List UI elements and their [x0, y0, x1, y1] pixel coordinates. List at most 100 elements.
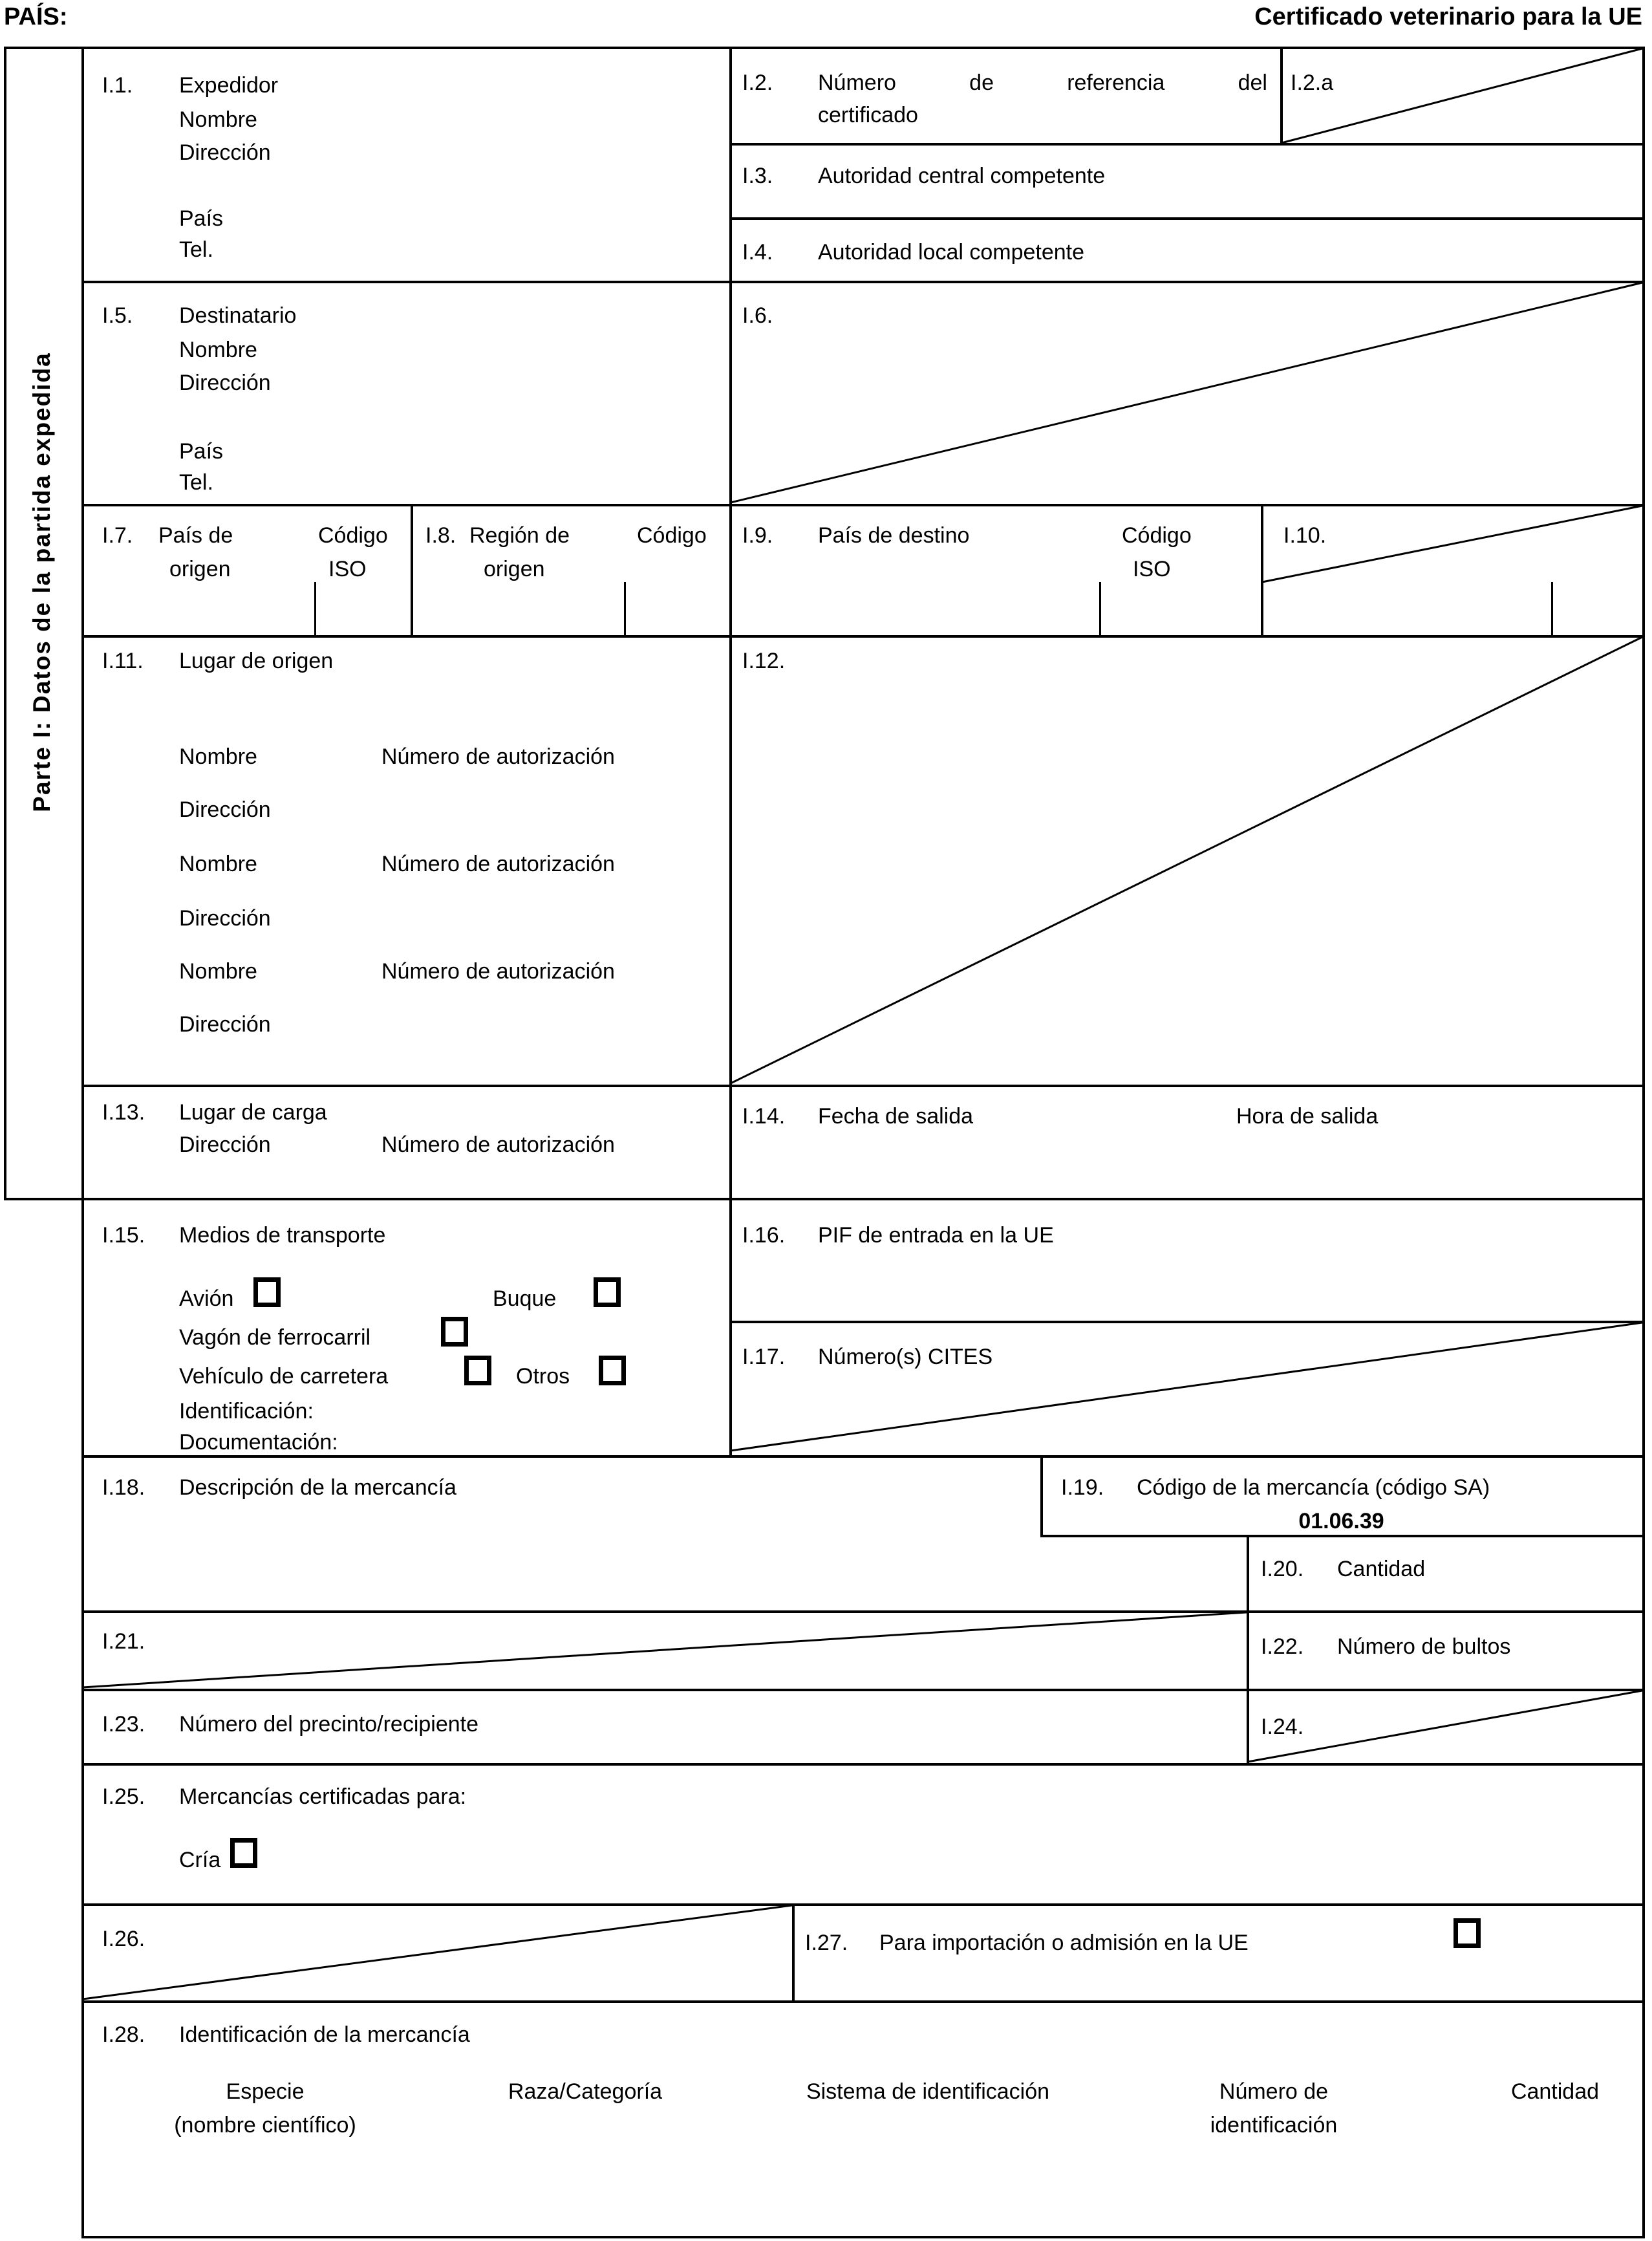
diagonal-i2a — [1281, 47, 1643, 144]
line-i2-bottom — [729, 143, 1645, 146]
line-i15-bottom — [81, 1455, 1645, 1458]
page-title: Certificado veterinario para la UE — [1254, 3, 1642, 30]
box-i5-title: Destinatario — [179, 303, 297, 328]
box-i27-number: I.27. — [805, 1931, 848, 1955]
i28-col-especie: Especie (nombre científico) — [162, 2075, 369, 2142]
box-i7-number: I.7. — [102, 523, 133, 548]
divider-i9-i10 — [1261, 504, 1263, 638]
box-i20-title: Cantidad — [1337, 1557, 1426, 1581]
i28-col-numero-line2: identificación — [1210, 2113, 1338, 2138]
i11-num-autorizacion-2: Número de autorización — [381, 852, 615, 876]
i28-col-especie-line1: Especie — [226, 2079, 305, 2104]
box-i9-number: I.9. — [742, 523, 773, 548]
box-i16-number: I.16. — [742, 1223, 786, 1248]
divider-i20-i22-i24 — [1247, 1535, 1249, 1766]
i28-col-raza: Raza/Categoría — [508, 2079, 663, 2104]
checkbox-vehiculo-carretera[interactable] — [464, 1356, 491, 1385]
i28-col-numero-identificacion: Número de identificación — [1174, 2075, 1374, 2142]
box-i25-number: I.25. — [102, 1784, 145, 1809]
line-i7-bottom — [81, 635, 1645, 638]
i11-nombre-3: Nombre — [179, 959, 257, 984]
box-i2-number: I.2. — [742, 70, 773, 95]
i8-label-codigo: Código — [637, 523, 707, 548]
box-i6-number: I.6. — [742, 303, 773, 328]
i1-label-tel: Tel. — [179, 237, 213, 262]
box-i2-title-line2: certificado — [818, 103, 918, 127]
i13-label-direccion: Dirección — [179, 1132, 271, 1157]
box-i28-number: I.28. — [102, 2022, 145, 2047]
line-i18-bottom — [81, 1610, 1645, 1613]
i9-label-codigo: Código — [1122, 523, 1192, 548]
i5-label-tel: Tel. — [179, 470, 213, 495]
line-i16-bottom — [729, 1321, 1645, 1323]
box-i19-number: I.19. — [1061, 1475, 1104, 1500]
i1-label-nombre: Nombre — [179, 107, 257, 132]
tick-i10 — [1551, 582, 1553, 635]
line-i5-bottom — [81, 504, 1645, 506]
line-i19-bottom — [1040, 1535, 1645, 1537]
box-i7-title: País de — [158, 523, 233, 548]
i11-direccion-3: Dirección — [179, 1012, 271, 1037]
i15-label-otros: Otros — [516, 1364, 570, 1389]
checkbox-buque[interactable] — [594, 1277, 621, 1307]
diagonal-i10 — [1261, 504, 1643, 583]
i7-label-codigo: Código — [318, 523, 388, 548]
i11-direccion-1: Dirección — [179, 797, 271, 822]
checkbox-otros[interactable] — [599, 1356, 626, 1385]
table-bottom-border — [81, 2236, 1645, 2238]
i28-col-cantidad: Cantidad — [1510, 2079, 1600, 2104]
box-i1-title: Expedidor — [179, 73, 279, 98]
box-i19-title: Código de la mercancía (código SA) — [1137, 1475, 1490, 1500]
country-label: PAÍS: — [4, 3, 68, 30]
i15-label-vehiculo: Vehículo de carretera — [179, 1364, 389, 1389]
box-i8-number: I.8. — [425, 523, 456, 548]
divider-i26-i27 — [792, 1903, 795, 2003]
line-i1-bottom — [81, 281, 1645, 283]
i14-hora-label: Hora de salida — [1236, 1104, 1378, 1129]
line-i26-bottom — [81, 2000, 1645, 2003]
i11-direccion-2: Dirección — [179, 906, 271, 931]
i5-label-nombre: Nombre — [179, 338, 257, 362]
i25-label-cria: Cría — [179, 1848, 221, 1872]
i15-label-vagon: Vagón de ferrocarril — [179, 1325, 371, 1350]
box-i14-number: I.14. — [742, 1104, 786, 1129]
i5-label-direccion: Dirección — [179, 371, 271, 395]
i7-label-iso: ISO — [328, 557, 367, 581]
line-i11-bottom — [81, 1085, 1645, 1087]
box-i23-number: I.23. — [102, 1712, 145, 1737]
diagonal-i24 — [1247, 1689, 1643, 1763]
box-i3-number: I.3. — [742, 164, 773, 188]
box-i18-number: I.18. — [102, 1475, 145, 1500]
box-i8-title: Región de — [469, 523, 570, 548]
i11-nombre-1: Nombre — [179, 744, 257, 769]
box-i10-number: I.10. — [1283, 523, 1327, 548]
tick-i8-codigo — [624, 582, 626, 635]
i28-col-especie-line2: (nombre científico) — [174, 2113, 356, 2138]
box-i21-number: I.21. — [102, 1629, 145, 1654]
i1-label-pais: País — [179, 206, 224, 231]
checkbox-avion[interactable] — [253, 1277, 281, 1307]
diagonal-i26 — [82, 1904, 793, 2000]
i15-label-documentacion: Documentación: — [179, 1430, 338, 1455]
diagonal-i17 — [730, 1321, 1643, 1452]
i11-nombre-2: Nombre — [179, 852, 257, 876]
line-i13-bottom — [4, 1198, 1645, 1200]
box-i1-number: I.1. — [102, 73, 133, 98]
i15-label-identificacion: Identificación: — [179, 1399, 314, 1424]
checkbox-cria[interactable] — [230, 1838, 257, 1868]
box-i2-title-line1: Número de referencia del — [818, 70, 1267, 95]
divider-i18-i19 — [1040, 1455, 1043, 1537]
checkbox-vagon-ferrocarril[interactable] — [441, 1317, 468, 1347]
box-i20-number: I.20. — [1261, 1557, 1304, 1581]
box-i11-title: Lugar de origen — [179, 649, 334, 673]
box-i4-title: Autoridad local competente — [818, 240, 1085, 265]
box-i13-number: I.13. — [102, 1100, 145, 1125]
i5-label-pais: País — [179, 439, 224, 464]
box-i5-number: I.5. — [102, 303, 133, 328]
tick-i7-codigo — [314, 582, 316, 635]
i19-commodity-code: 01.06.39 — [1298, 1509, 1384, 1533]
box-i22-number: I.22. — [1261, 1634, 1304, 1659]
box-i3-title: Autoridad central competente — [818, 164, 1106, 188]
diagonal-i12 — [730, 636, 1643, 1085]
checkbox-importacion-ue[interactable] — [1454, 1918, 1481, 1948]
